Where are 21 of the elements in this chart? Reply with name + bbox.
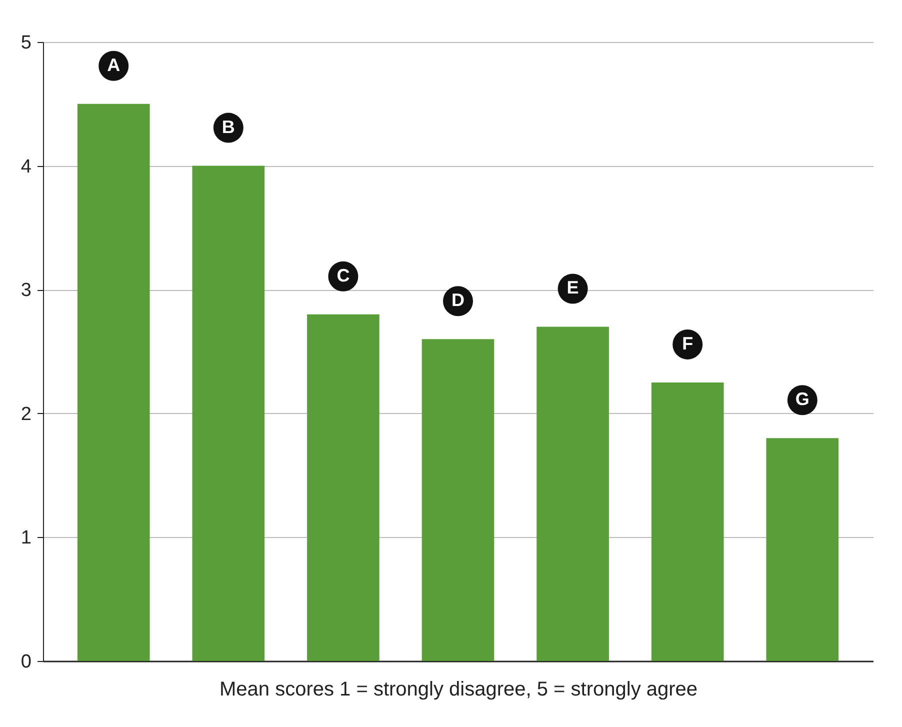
y-tick-label: 0 — [20, 652, 32, 672]
x-tick-label: C — [336, 265, 350, 286]
y-tick-label: 1 — [20, 528, 32, 549]
bar — [536, 326, 609, 661]
x-tick-label: D — [452, 290, 464, 310]
y-tick-label: 5 — [20, 32, 32, 54]
y-tick-label: 4 — [20, 156, 32, 178]
x-tick-label: B — [222, 116, 235, 137]
bar — [651, 382, 724, 661]
x-tick-label: A — [107, 54, 120, 75]
y-tick-label: 2 — [20, 404, 32, 425]
bar — [422, 339, 494, 661]
bar — [766, 438, 839, 661]
x-tick-label: G — [795, 389, 810, 410]
bar — [77, 104, 150, 661]
x-axis-title: Mean scores 1 = strongly disagree, 5 = strongly agree — [219, 678, 698, 700]
bar — [307, 314, 380, 661]
y-tick-label: 3 — [20, 280, 32, 302]
bar — [192, 166, 265, 661]
x-tick-label: F — [682, 333, 694, 354]
x-tick-label: E — [566, 278, 579, 298]
